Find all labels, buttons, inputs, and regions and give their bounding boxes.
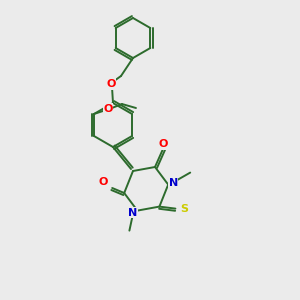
Text: O: O [103,104,112,114]
Text: N: N [169,178,178,188]
Text: N: N [128,208,137,218]
Text: O: O [158,139,168,149]
Text: S: S [180,204,188,214]
Text: O: O [106,79,116,89]
Text: O: O [98,177,108,187]
